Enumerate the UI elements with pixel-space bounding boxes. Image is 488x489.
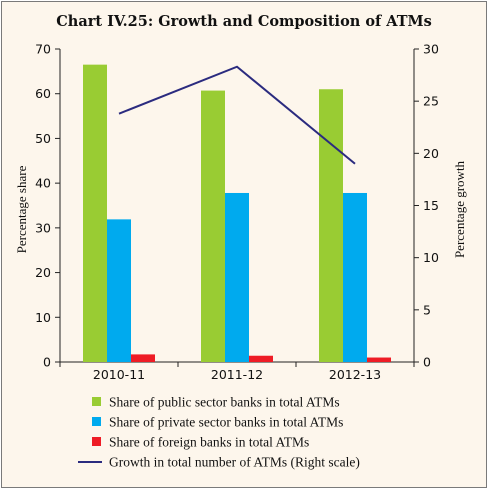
legend-label: Share of public sector banks in total AT… [109,395,340,410]
right-tick-label: 10 [423,250,439,265]
right-tick-label: 15 [423,198,439,213]
legend-swatch [92,437,101,446]
bar [249,355,273,362]
left-tick-label: 40 [35,176,51,191]
bar [343,192,367,362]
bar [201,90,225,362]
right-tick-label: 25 [423,94,439,109]
bar [107,219,131,362]
left-tick-label: 0 [43,355,51,370]
left-tick-label: 10 [35,310,51,325]
right-tick-label: 5 [423,302,431,317]
bar [367,357,391,362]
legend-label: Share of foreign banks in total ATMs [109,435,309,450]
legend-swatch [92,397,101,406]
growth-line [118,65,356,165]
left-tick-label: 20 [35,265,51,280]
bar [83,64,107,363]
x-tick-label: 2011-12 [211,367,263,382]
x-tick-label: 2010-11 [93,367,145,382]
left-tick-label: 30 [35,220,51,235]
y-axis-title: Percentage share [14,165,29,253]
right-tick-label: 0 [423,355,431,370]
left-tick-label: 70 [35,42,51,57]
right-tick-label: 20 [423,146,439,161]
legend-swatch [92,417,101,426]
x-tick-label: 2012-13 [329,367,381,382]
chart-title: Chart IV.25: Growth and Composition of A… [56,13,432,30]
legend-label: Share of private sector banks in total A… [109,415,343,430]
bar [131,354,155,362]
right-tick-label: 30 [423,42,439,57]
y2-axis-title: Percentage growth [452,160,467,258]
bar [225,192,249,362]
left-tick-label: 60 [35,86,51,101]
left-tick-label: 50 [35,131,51,146]
bar [319,89,343,362]
legend-label: Growth in total number of ATMs (Right sc… [109,455,360,470]
